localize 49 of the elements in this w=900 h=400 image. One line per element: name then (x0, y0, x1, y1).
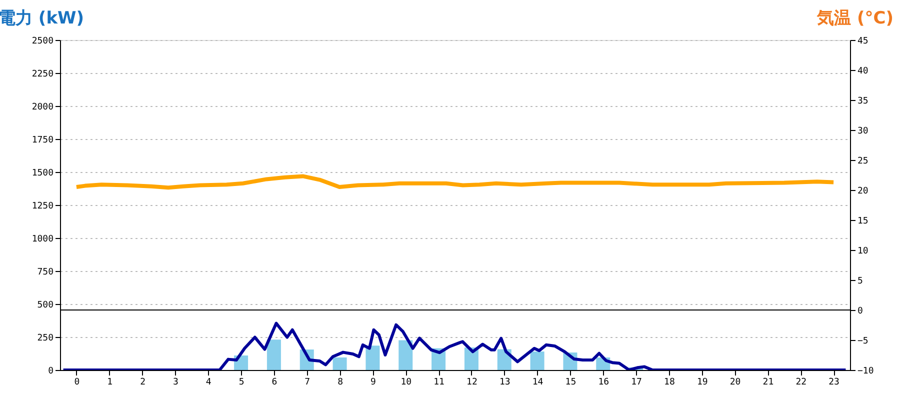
y2-tick-label: 30 (858, 126, 868, 136)
y-tick-label: 2500 (32, 36, 54, 46)
y2-tick-label: 40 (858, 66, 868, 76)
y2-tick-label: 35 (858, 96, 868, 106)
x-tick-label: 20 (730, 378, 741, 388)
x-tick-label: 10 (400, 378, 412, 388)
y2-tick-label: −10 (858, 366, 874, 376)
x-tick-label: 2 (140, 378, 146, 388)
x-tick-label: 0 (74, 378, 80, 388)
y-tick-label: 1250 (32, 202, 54, 212)
x-tick-label: 16 (598, 378, 610, 388)
y2-tick-label: 25 (858, 156, 868, 166)
x-tick-label: 5 (238, 378, 244, 388)
y2-tick-label: 20 (858, 186, 868, 196)
y-tick-label: 1500 (32, 168, 54, 178)
y-axis-title: 電力 (kW) (0, 8, 84, 28)
x-tick-label: 19 (696, 378, 708, 388)
x-tick-label: 14 (532, 378, 544, 388)
y2-tick-label: −5 (858, 336, 868, 346)
x-tick-label: 22 (796, 378, 807, 388)
y2-axis-title: 気温 (°C) (816, 8, 894, 28)
x-tick-label: 4 (206, 378, 212, 388)
y2-tick-label: 0 (858, 306, 863, 316)
x-tick-label: 18 (664, 378, 675, 388)
x-tick-label: 3 (172, 378, 178, 388)
x-tick-label: 17 (631, 378, 642, 388)
x-tick-label: 11 (434, 378, 444, 388)
x-tick-label: 13 (499, 378, 510, 388)
x-tick-label: 15 (565, 378, 576, 388)
x-tick-label: 1 (107, 378, 113, 388)
y2-tick-label: 15 (858, 216, 868, 226)
y2-tick-label: 45 (858, 36, 868, 46)
x-tick-label: 12 (466, 378, 478, 388)
x-tick-label: 7 (304, 378, 310, 388)
y-tick-label: 0 (48, 366, 54, 376)
y-tick-label: 250 (37, 334, 54, 344)
x-tick-label: 23 (828, 378, 840, 388)
x-tick-label: 9 (370, 378, 376, 388)
x-tick-label: 6 (272, 378, 278, 388)
x-tick-label: 8 (338, 378, 344, 388)
y-tick-label: 1750 (32, 136, 54, 146)
y2-tick-label: 10 (858, 246, 868, 256)
y-tick-label: 750 (37, 268, 54, 278)
y-tick-label: 1000 (32, 234, 54, 244)
y2-tick-label: 5 (858, 276, 863, 286)
y-tick-label: 2000 (32, 102, 54, 112)
y-tick-label: 2250 (32, 70, 54, 80)
x-tick-label: 21 (762, 378, 774, 388)
y-tick-label: 500 (37, 300, 54, 310)
